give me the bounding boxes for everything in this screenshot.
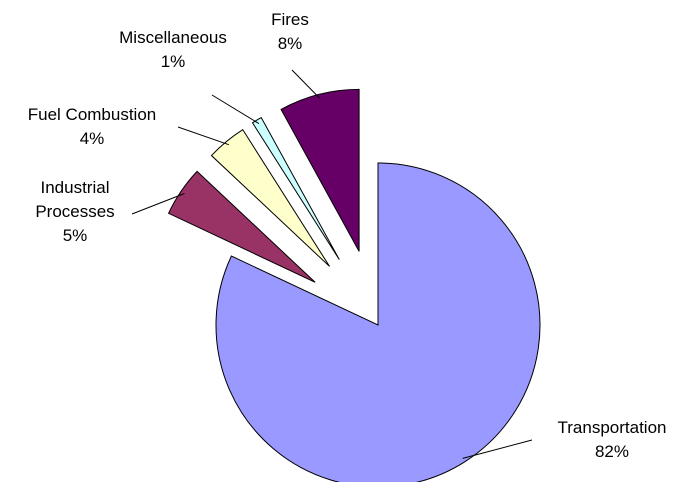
value-label: 5%	[62, 226, 88, 245]
pie-slice	[251, 116, 340, 260]
slice-label: Fires 8%	[271, 8, 309, 56]
category-label: Transportation	[557, 418, 667, 437]
value-label: 8%	[277, 34, 303, 53]
leader-line	[291, 69, 321, 99]
category-label: Miscellaneous	[119, 28, 227, 47]
category-label: Fires	[271, 10, 309, 29]
pie-slice	[167, 170, 316, 283]
pie-slice	[215, 162, 541, 482]
slice-label: Transportation 82%	[558, 416, 667, 464]
value-label: 82%	[594, 442, 630, 461]
value-label: 4%	[79, 129, 105, 148]
category-label: Industrial Processes	[35, 178, 115, 221]
category-label: Fuel Combustion	[27, 105, 157, 124]
leader-line	[211, 94, 260, 125]
leader-line	[131, 193, 185, 215]
slice-label: Miscellaneous 1%	[119, 26, 227, 74]
slice-label: Industrial Processes 5%	[20, 176, 130, 248]
pie-slice	[210, 128, 330, 267]
pie-slice	[280, 88, 360, 252]
leader-line	[462, 439, 533, 459]
leader-line	[177, 126, 230, 146]
value-label: 1%	[160, 52, 186, 71]
slice-label: Fuel Combustion 4%	[28, 103, 157, 151]
